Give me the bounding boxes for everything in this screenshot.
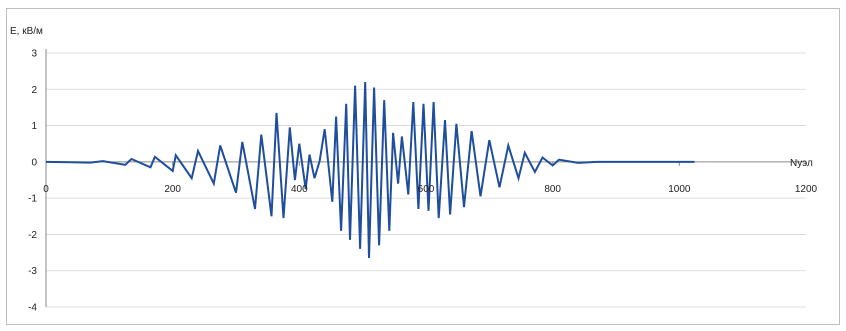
x-tick-label: 800: [544, 184, 561, 195]
x-tick-label: 400: [291, 184, 308, 195]
x-tick-label: 1000: [668, 184, 691, 195]
x-tick-label: 600: [418, 184, 435, 195]
tick-labels: 3 2 1 0 -1 -2 -3 -4 0 200 400 600 800 1000 1200: [28, 49, 817, 314]
y-tick-label: 3: [31, 49, 37, 60]
gridlines: [46, 52, 806, 308]
x-tick-label: 1200: [795, 184, 818, 195]
y-tick-label: 1: [31, 121, 37, 132]
x-tick-label: 200: [164, 184, 181, 195]
y-tick-label: -1: [28, 194, 37, 205]
y-axis-title: E, кВ/м: [10, 26, 43, 37]
y-tick-label: -4: [28, 303, 37, 314]
series-layer: [45, 81, 695, 259]
x-tick-label: 0: [43, 184, 49, 195]
y-tick-label: 2: [31, 85, 37, 96]
chart-frame: [6, 8, 840, 325]
y-tick-label: 0: [31, 157, 37, 168]
y-tick-label: -2: [28, 230, 37, 241]
y-tick-label: -3: [28, 266, 37, 277]
series-line-0: [45, 81, 695, 259]
x-axis-title: Nуэл: [790, 158, 813, 169]
